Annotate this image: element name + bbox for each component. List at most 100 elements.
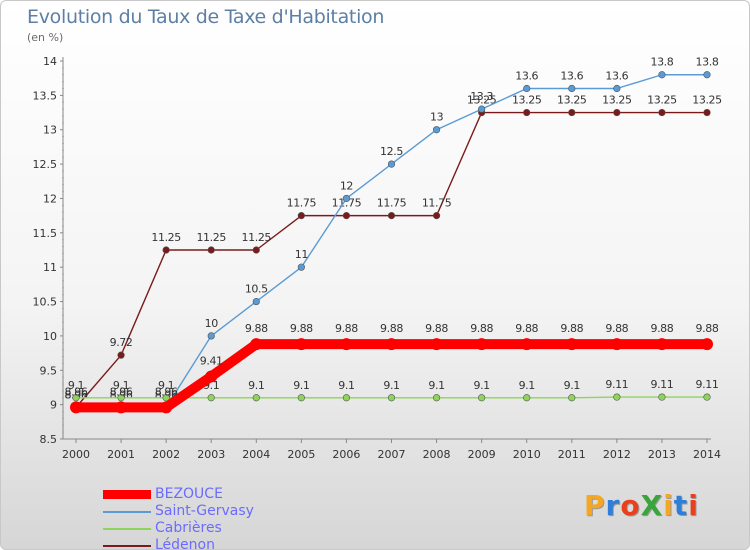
data-label: 12 [340, 179, 353, 192]
x-tick-label: 2006 [332, 448, 360, 461]
data-label: 13.25 [512, 94, 542, 107]
data-point [432, 126, 441, 134]
data-label: 9.1 [113, 379, 129, 392]
legend-swatch [103, 545, 151, 547]
data-label: 9.1 [68, 379, 84, 392]
chart-title: Evolution du Taux de Taxe d'Habitation [27, 6, 385, 28]
x-tick-label: 2004 [242, 448, 270, 461]
data-point [613, 84, 621, 93]
logo-letter: i [688, 489, 699, 522]
data-label: 9.1 [564, 379, 580, 392]
data-label: 11.75 [377, 197, 407, 210]
data-point [205, 370, 218, 383]
data-point [658, 108, 666, 117]
data-label: 11.25 [242, 231, 272, 244]
data-point [115, 401, 128, 414]
data-point [523, 84, 531, 93]
data-point [70, 401, 82, 414]
data-point [207, 246, 215, 254]
data-point [523, 394, 531, 402]
data-label: 12.5 [380, 145, 403, 158]
data-point [117, 394, 125, 402]
data-label: 13.25 [557, 94, 587, 107]
x-tick-label: 2014 [693, 448, 721, 461]
data-point [207, 332, 215, 340]
data-label: 13.8 [650, 56, 673, 69]
y-tick-label: 12.5 [33, 158, 58, 171]
y-tick-label: 14 [43, 55, 57, 68]
data-label: 13.6 [560, 69, 583, 82]
data-label: 9.88 [425, 322, 448, 335]
legend-label: BEZOUCE [155, 486, 223, 502]
chart-unit-label: (en %) [27, 31, 64, 44]
data-point [610, 338, 623, 351]
logo-letter: P [584, 489, 606, 522]
data-point [297, 263, 305, 271]
legend-swatch [103, 528, 151, 530]
data-label: 9.1 [293, 379, 309, 392]
data-point [478, 105, 486, 113]
x-tick-label: 2007 [378, 448, 406, 461]
data-label: 11.25 [151, 231, 181, 244]
data-label: 13.6 [515, 69, 538, 82]
data-point [523, 108, 531, 117]
data-point [565, 338, 578, 351]
data-point [297, 394, 305, 402]
legend-swatch [103, 490, 151, 499]
data-label: 9.11 [696, 378, 719, 391]
data-label: 9.88 [245, 322, 268, 335]
logo-letter: i [663, 489, 674, 522]
logo-letter: t [673, 489, 689, 522]
data-point [162, 246, 170, 254]
logo-letter: r [605, 489, 621, 522]
data-label: 9.88 [650, 322, 673, 335]
x-tick-label: 2000 [62, 448, 90, 461]
data-point [295, 338, 308, 351]
data-point [252, 394, 260, 402]
data-label: 10 [205, 317, 219, 330]
data-label: 11.75 [422, 197, 452, 210]
x-tick-label: 2003 [197, 448, 225, 461]
x-tick-label: 2009 [468, 448, 496, 461]
data-label: 9.88 [470, 322, 493, 335]
data-label: 13.25 [692, 94, 722, 107]
data-label: 9.1 [248, 379, 264, 392]
y-tick-label: 9 [50, 399, 57, 412]
data-label: 13.25 [647, 94, 677, 107]
x-tick-label: 2002 [152, 448, 180, 461]
data-label: 11.25 [196, 231, 226, 244]
data-point [703, 393, 711, 401]
proxiti-logo: ProXiti [584, 489, 699, 522]
data-label: 9.88 [380, 322, 403, 335]
data-label: 11.75 [332, 197, 362, 210]
data-point [703, 71, 711, 79]
data-point [342, 194, 351, 203]
data-label: 13.3 [470, 90, 493, 103]
data-label: 13.25 [467, 94, 497, 107]
data-label: 9.88 [696, 322, 719, 335]
y-tick-label: 9.5 [40, 364, 58, 377]
data-point [387, 212, 396, 220]
data-point [387, 394, 396, 402]
legend-swatch [103, 511, 151, 513]
data-point [342, 212, 351, 220]
data-point [701, 338, 713, 351]
data-label: 9.88 [515, 322, 538, 335]
legend-label: Lédenon [155, 537, 215, 550]
data-point [430, 338, 443, 351]
data-point [252, 246, 260, 254]
legend-label: Cabrières [155, 520, 222, 536]
data-point [162, 394, 170, 402]
data-label: 8.96 [155, 385, 178, 398]
y-tick-label: 10 [43, 330, 57, 343]
y-tick-label: 11 [43, 261, 57, 274]
data-point [72, 394, 80, 402]
data-label: 10.5 [245, 283, 268, 296]
data-label: 9.88 [290, 322, 313, 335]
data-label: 9.88 [560, 322, 583, 335]
data-point [613, 108, 621, 117]
x-tick-label: 2008 [423, 448, 451, 461]
data-label: 9.88 [335, 322, 358, 335]
data-point [658, 393, 666, 401]
data-label: 13 [430, 111, 444, 124]
